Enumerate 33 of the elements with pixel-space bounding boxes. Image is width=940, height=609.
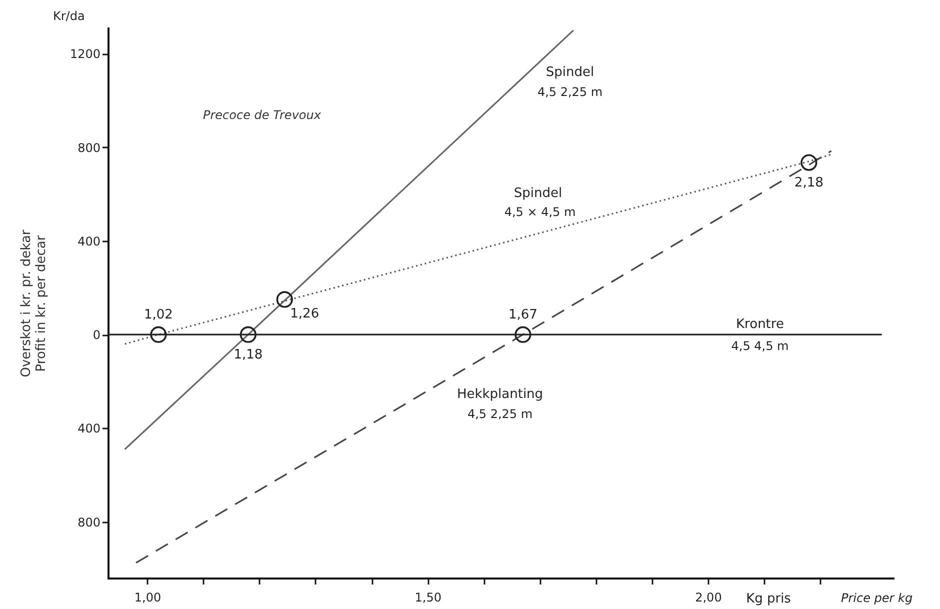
annotation: 1,26 bbox=[290, 306, 320, 322]
y-tick-label: 400 bbox=[78, 234, 100, 248]
y-tick-label: 800 bbox=[78, 515, 100, 530]
series-label: Hekkplanting bbox=[456, 387, 544, 402]
text: Kr/da bbox=[53, 9, 85, 23]
annotation: 1,02 bbox=[144, 308, 173, 323]
x-axis-title: Kg pris bbox=[746, 592, 792, 606]
line-series bbox=[135, 150, 832, 564]
x-tick-label: 1,50 bbox=[414, 590, 442, 604]
annotation: 1,67 bbox=[508, 308, 538, 323]
point bbox=[150, 326, 167, 343]
annotation: 2,18 bbox=[794, 176, 824, 191]
annotation: 4,5 2,25 m bbox=[537, 85, 603, 99]
y-tick-label: 1200 bbox=[70, 47, 100, 62]
y-tick-label: 400 bbox=[78, 422, 100, 436]
series-label: Spindel bbox=[546, 65, 594, 80]
series-label: Krontre bbox=[736, 317, 784, 332]
text: Precoce de Trevoux bbox=[203, 108, 322, 122]
x-tick-label: 1,00 bbox=[134, 590, 162, 604]
series-label: Spindel bbox=[514, 186, 562, 201]
annotation: 1,18 bbox=[234, 348, 263, 363]
text: Price per kg bbox=[841, 591, 913, 605]
y-axis-title: Overskot i kr. pr. dekar Profit in kr. per decar bbox=[18, 229, 49, 378]
y-tick-label: 0 bbox=[92, 328, 100, 342]
point bbox=[800, 154, 818, 171]
annotation: 4,5 2,25 m bbox=[467, 407, 533, 421]
annotation: 4,5 4,5 m bbox=[731, 339, 789, 353]
point bbox=[276, 291, 293, 308]
y-tick-label: 800 bbox=[78, 140, 100, 155]
point bbox=[240, 326, 256, 343]
annotation: 4,5 × 4,5 m bbox=[504, 205, 576, 219]
x-tick-label: 2,00 bbox=[695, 590, 722, 604]
point bbox=[514, 326, 532, 343]
